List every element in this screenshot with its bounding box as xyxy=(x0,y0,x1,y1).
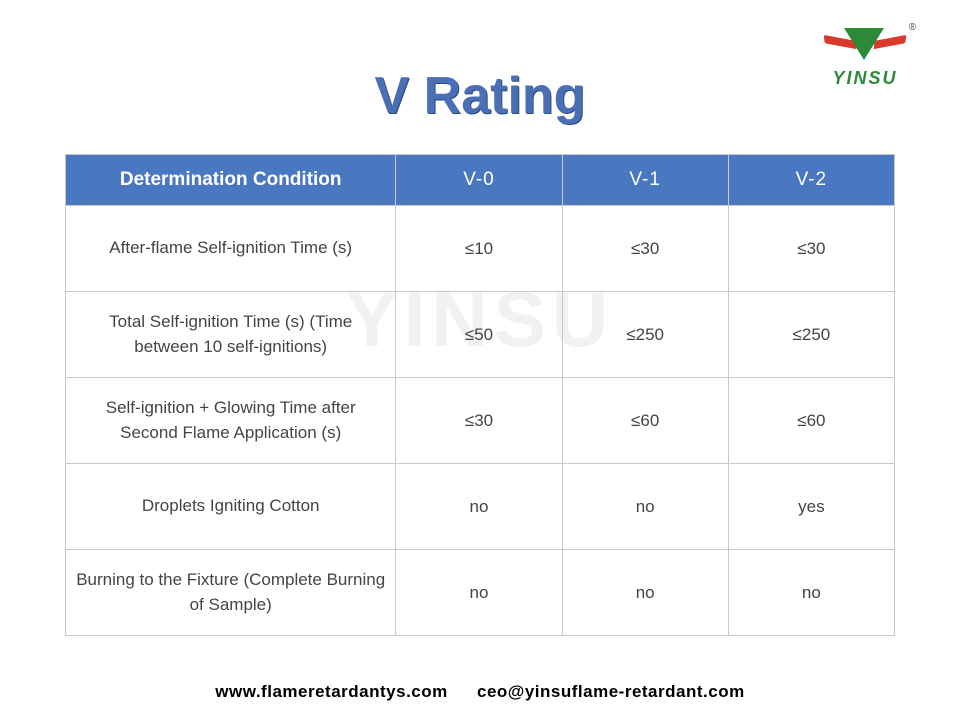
page-title: V Rating xyxy=(50,66,910,126)
cell-v0: ≤10 xyxy=(396,206,562,292)
footer: www.flameretardantys.com ceo@yinsuflame-… xyxy=(0,682,960,702)
cell-v2: ≤250 xyxy=(728,292,894,378)
cell-v0: ≤30 xyxy=(396,378,562,464)
cell-v2: ≤60 xyxy=(728,378,894,464)
slide: ® YINSU V Rating YINSU Determination Con… xyxy=(0,0,960,720)
cell-v1: ≤60 xyxy=(562,378,728,464)
cell-condition: Droplets Igniting Cotton xyxy=(66,464,396,550)
cell-v1: no xyxy=(562,550,728,636)
col-v2: V-2 xyxy=(728,155,894,206)
cell-v0: no xyxy=(396,464,562,550)
rating-table-container: YINSU Determination Condition V-0 V-1 V-… xyxy=(65,154,895,636)
cell-condition: Self-ignition + Glowing Time after Secon… xyxy=(66,378,396,464)
table-header-row: Determination Condition V-0 V-1 V-2 xyxy=(66,155,895,206)
cell-condition: Burning to the Fixture (Complete Burning… xyxy=(66,550,396,636)
footer-website: www.flameretardantys.com xyxy=(215,682,447,701)
cell-condition: Total Self-ignition Time (s) (Time betwe… xyxy=(66,292,396,378)
table-row: Droplets Igniting Cotton no no yes xyxy=(66,464,895,550)
registered-mark: ® xyxy=(909,22,916,33)
cell-condition: After-flame Self-ignition Time (s) xyxy=(66,206,396,292)
table-row: Self-ignition + Glowing Time after Secon… xyxy=(66,378,895,464)
cell-v2: no xyxy=(728,550,894,636)
cell-v1: ≤30 xyxy=(562,206,728,292)
cell-v0: ≤50 xyxy=(396,292,562,378)
brand-logo: ® YINSU xyxy=(820,28,910,89)
cell-v2: yes xyxy=(728,464,894,550)
cell-v1: no xyxy=(562,464,728,550)
table-row: Total Self-ignition Time (s) (Time betwe… xyxy=(66,292,895,378)
logo-v-shape xyxy=(844,28,884,60)
col-v1: V-1 xyxy=(562,155,728,206)
logo-mark: ® xyxy=(820,28,910,66)
col-condition: Determination Condition xyxy=(66,155,396,206)
cell-v1: ≤250 xyxy=(562,292,728,378)
table-row: After-flame Self-ignition Time (s) ≤10 ≤… xyxy=(66,206,895,292)
table-row: Burning to the Fixture (Complete Burning… xyxy=(66,550,895,636)
brand-name: YINSU xyxy=(820,68,910,89)
col-v0: V-0 xyxy=(396,155,562,206)
rating-table: Determination Condition V-0 V-1 V-2 Afte… xyxy=(65,154,895,636)
cell-v0: no xyxy=(396,550,562,636)
cell-v2: ≤30 xyxy=(728,206,894,292)
footer-email: ceo@yinsuflame-retardant.com xyxy=(477,682,745,701)
